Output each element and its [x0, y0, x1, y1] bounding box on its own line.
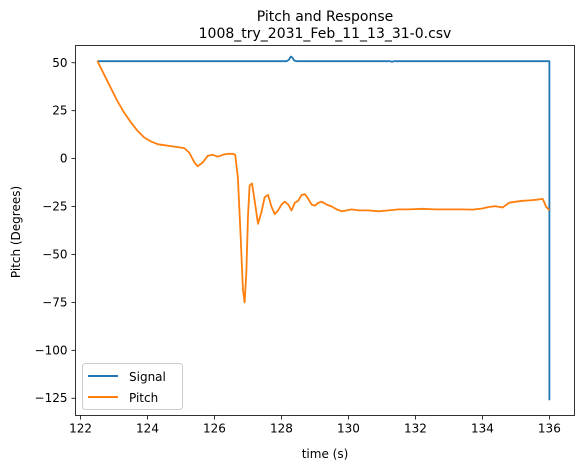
x-tick-label: 122: [69, 422, 92, 436]
chart-subtitle: 1008_try_2031_Feb_11_13_31-0.csv: [199, 26, 452, 42]
x-tick-label: 130: [337, 422, 360, 436]
y-tick-label: 25: [52, 104, 67, 118]
y-axis-label: Pitch (Degrees): [9, 186, 23, 278]
y-tick-label: −125: [35, 391, 68, 405]
x-tick-label: 124: [136, 422, 159, 436]
y-tick-label: −75: [42, 295, 67, 309]
chart-title: Pitch and Response: [257, 9, 394, 25]
x-tick-label: 128: [270, 422, 293, 436]
y-tick-label: −25: [42, 200, 67, 214]
series-line-signal: [97, 55, 551, 401]
plot-frame: [75, 45, 575, 416]
y-tick-label: 0: [60, 152, 68, 166]
x-tick-label: 136: [538, 422, 561, 436]
legend: Signal Pitch: [82, 363, 183, 410]
legend-label-signal: Signal: [129, 370, 166, 384]
x-tick-label: 126: [203, 422, 226, 436]
y-tick-label: 50: [52, 56, 67, 70]
axis-ticks: 122 124 126 128 130 132 134 136 50 25 0 −25 −50 −75 −1…: [35, 56, 561, 436]
x-tick-label: 132: [404, 422, 427, 436]
y-tick-label: −100: [35, 343, 68, 357]
x-axis-label: time (s): [302, 447, 349, 461]
x-tick-label: 134: [471, 422, 494, 436]
legend-label-pitch: Pitch: [129, 391, 158, 405]
series-line-pitch: [96, 60, 551, 304]
y-tick-label: −50: [42, 247, 67, 261]
plot-lines: [96, 55, 551, 401]
